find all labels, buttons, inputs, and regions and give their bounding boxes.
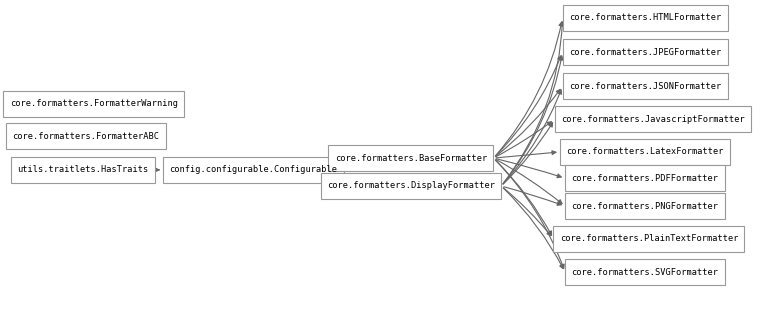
FancyBboxPatch shape [565,193,725,219]
FancyBboxPatch shape [562,39,728,65]
FancyBboxPatch shape [560,139,730,165]
FancyBboxPatch shape [328,145,494,171]
FancyBboxPatch shape [565,165,725,191]
Text: core.formatters.FormatterWarning: core.formatters.FormatterWarning [10,99,177,108]
Text: core.formatters.PNGFormatter: core.formatters.PNGFormatter [571,202,719,211]
Text: core.formatters.JSONFormatter: core.formatters.JSONFormatter [569,82,721,91]
FancyBboxPatch shape [11,157,155,183]
FancyBboxPatch shape [554,226,744,252]
FancyBboxPatch shape [3,91,184,117]
Text: core.formatters.BaseFormatter: core.formatters.BaseFormatter [335,153,487,163]
FancyBboxPatch shape [163,157,344,183]
Text: core.formatters.SVGFormatter: core.formatters.SVGFormatter [571,268,719,277]
FancyBboxPatch shape [554,106,751,132]
Text: core.formatters.LatexFormatter: core.formatters.LatexFormatter [566,147,724,157]
Text: core.formatters.DisplayFormatter: core.formatters.DisplayFormatter [327,181,495,191]
FancyBboxPatch shape [6,123,166,149]
FancyBboxPatch shape [320,173,502,199]
FancyBboxPatch shape [562,5,728,31]
Text: core.formatters.JavascriptFormatter: core.formatters.JavascriptFormatter [561,115,745,124]
Text: core.formatters.PDFFormatter: core.formatters.PDFFormatter [571,174,719,183]
Text: core.formatters.JPEGFormatter: core.formatters.JPEGFormatter [569,47,721,57]
Text: config.configurable.Configurable: config.configurable.Configurable [170,165,337,175]
FancyBboxPatch shape [562,73,728,99]
Text: utils.traitlets.HasTraits: utils.traitlets.HasTraits [18,165,148,175]
Text: core.formatters.PlainTextFormatter: core.formatters.PlainTextFormatter [560,234,738,243]
Text: core.formatters.HTMLFormatter: core.formatters.HTMLFormatter [569,13,721,23]
FancyBboxPatch shape [565,259,725,285]
Text: core.formatters.FormatterABC: core.formatters.FormatterABC [12,132,160,141]
